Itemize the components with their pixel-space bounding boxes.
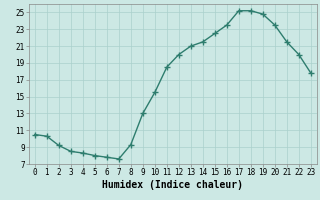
X-axis label: Humidex (Indice chaleur): Humidex (Indice chaleur): [102, 180, 243, 190]
